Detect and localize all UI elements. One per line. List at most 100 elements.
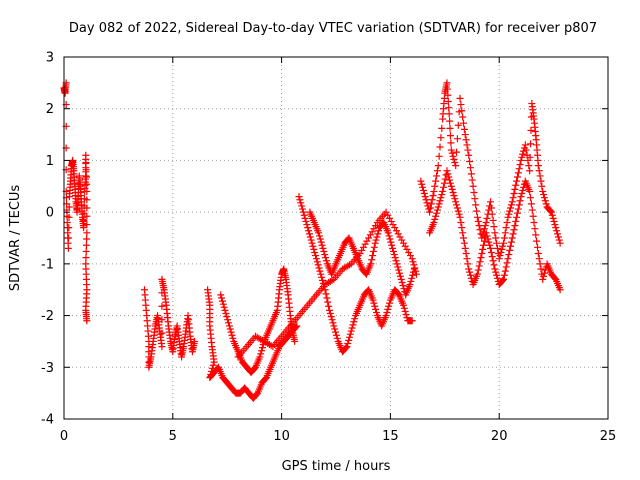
data-point-marker xyxy=(400,304,408,312)
data-point-marker xyxy=(322,254,330,262)
x-axis-label: GPS time / hours xyxy=(282,459,391,474)
data-point-marker xyxy=(500,275,508,283)
y-tick-label: -4 xyxy=(41,413,54,428)
data-point-marker xyxy=(315,232,323,240)
data-point-marker xyxy=(392,257,400,265)
data-point-marker xyxy=(322,290,330,298)
data-point-marker xyxy=(540,191,548,199)
data-point-marker xyxy=(460,234,468,242)
data-point-marker xyxy=(511,185,519,193)
data-point-marker xyxy=(435,200,443,208)
data-point-marker xyxy=(385,232,393,240)
data-point-marker xyxy=(398,278,406,286)
data-point-marker xyxy=(434,203,442,211)
data-point-marker xyxy=(488,253,496,261)
data-point-marker xyxy=(384,229,392,237)
data-point-marker xyxy=(385,302,393,310)
data-point-marker xyxy=(497,248,505,256)
data-point-marker xyxy=(453,148,461,156)
data-point-marker xyxy=(552,224,560,232)
data-point-marker xyxy=(473,213,481,221)
data-point-marker xyxy=(317,270,325,278)
data-point-marker xyxy=(83,229,91,237)
data-point-marker xyxy=(419,183,427,191)
data-point-marker xyxy=(500,234,508,242)
data-point-marker xyxy=(477,254,485,262)
data-point-marker xyxy=(369,296,377,304)
data-point-marker xyxy=(499,242,507,250)
data-point-marker xyxy=(503,259,511,267)
data-point-marker xyxy=(315,264,323,272)
data-point-marker xyxy=(446,179,454,187)
data-point-marker xyxy=(454,121,462,129)
data-point-marker xyxy=(506,207,514,215)
data-point-marker xyxy=(519,186,527,194)
data-point-marker xyxy=(345,333,353,341)
data-point-marker xyxy=(345,336,353,344)
data-point-marker xyxy=(361,240,369,248)
data-point-marker xyxy=(325,306,333,314)
data-point-marker xyxy=(459,113,467,121)
data-point-marker xyxy=(303,221,311,229)
data-point-marker xyxy=(82,247,90,255)
data-point-marker xyxy=(495,255,503,263)
data-point-marker xyxy=(464,260,472,268)
data-point-marker xyxy=(304,224,312,232)
data-point-marker xyxy=(451,158,459,166)
data-point-marker xyxy=(431,215,439,223)
data-point-marker xyxy=(540,269,548,277)
data-point-marker xyxy=(382,312,390,320)
data-point-marker xyxy=(421,193,429,201)
data-point-marker xyxy=(65,224,73,232)
data-point-marker xyxy=(528,206,536,214)
data-point-marker xyxy=(463,141,471,149)
data-point-marker xyxy=(401,307,409,315)
data-point-marker xyxy=(319,244,327,252)
data-point-marker xyxy=(80,224,88,232)
data-point-marker xyxy=(555,236,563,244)
data-point-marker xyxy=(527,200,535,208)
data-point-marker xyxy=(430,218,438,226)
data-point-marker xyxy=(332,328,340,336)
data-point-marker xyxy=(490,261,498,269)
data-point-marker xyxy=(83,317,91,325)
data-point-marker xyxy=(348,324,356,332)
data-point-marker xyxy=(83,221,91,229)
data-point-marker xyxy=(318,273,326,281)
data-point-marker xyxy=(554,230,562,238)
data-point-marker xyxy=(370,299,378,307)
data-point-marker xyxy=(386,214,394,222)
data-point-marker xyxy=(64,244,72,252)
data-point-marker xyxy=(293,322,301,330)
data-point-marker xyxy=(541,197,549,205)
data-point-marker xyxy=(457,218,465,226)
data-point-marker xyxy=(394,263,402,271)
data-point-marker xyxy=(513,177,521,185)
data-point-marker xyxy=(514,205,522,213)
data-point-marker xyxy=(408,317,416,325)
data-point-marker xyxy=(465,151,473,159)
data-point-marker xyxy=(396,233,404,241)
data-point-marker xyxy=(158,302,166,310)
y-tick-label: -3 xyxy=(41,361,54,376)
data-point-marker xyxy=(510,190,518,198)
data-point-marker xyxy=(517,193,525,201)
data-point-marker xyxy=(82,241,90,249)
data-point-marker xyxy=(82,166,90,174)
data-point-marker xyxy=(217,291,225,299)
data-point-marker xyxy=(390,251,398,259)
data-point-marker xyxy=(359,243,367,251)
data-point-marker xyxy=(258,344,266,352)
data-point-marker xyxy=(219,300,227,308)
data-point-marker xyxy=(191,337,199,345)
data-point-marker xyxy=(482,229,490,237)
data-point-marker xyxy=(312,255,320,263)
x-tick-label: 0 xyxy=(60,429,68,444)
data-point-marker xyxy=(450,192,458,200)
data-point-marker xyxy=(83,204,91,212)
data-point-marker xyxy=(399,301,407,309)
data-point-marker xyxy=(505,251,513,259)
data-point-marker xyxy=(428,196,436,204)
data-point-marker xyxy=(432,177,440,185)
data-point-marker xyxy=(409,258,417,266)
